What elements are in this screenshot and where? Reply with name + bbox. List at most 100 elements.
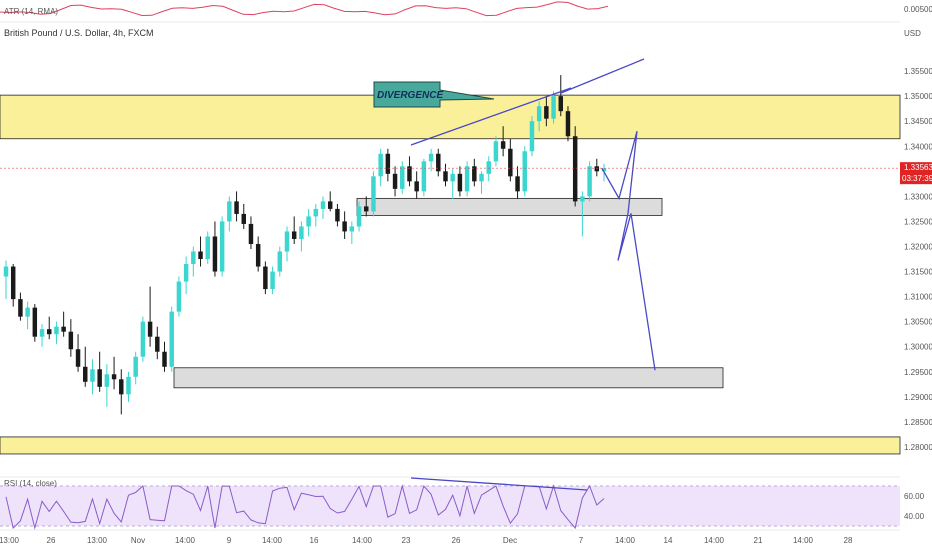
- candle-body: [472, 166, 477, 182]
- callout-shape: [373, 81, 495, 108]
- candle: [392, 166, 398, 197]
- time-tick: Dec: [503, 536, 517, 545]
- rsi-label: RSI (14, close): [4, 479, 57, 488]
- candle-body: [392, 173, 398, 189]
- candle: [140, 316, 146, 362]
- candle: [97, 351, 102, 392]
- candle: [414, 171, 419, 199]
- price-axis: USD 1.355001.350001.345001.340001.335001…: [904, 29, 932, 452]
- candle: [25, 301, 30, 330]
- candle-body: [536, 106, 542, 122]
- time-tick: 14:00: [793, 536, 814, 545]
- candle: [565, 106, 571, 142]
- candle: [191, 246, 196, 277]
- candle: [536, 101, 542, 132]
- candle-body: [18, 299, 23, 317]
- atr-label: ATR (14, RMA): [4, 7, 58, 16]
- candle-body: [450, 173, 455, 182]
- candle-body: [378, 153, 383, 177]
- candle-body: [291, 231, 297, 239]
- candle: [515, 166, 520, 199]
- candle-body: [464, 166, 470, 192]
- candle-body: [529, 121, 535, 152]
- rsi-band: [0, 486, 900, 526]
- rsi-level-40: 40.00: [904, 512, 925, 521]
- zones-layer: [0, 94, 901, 455]
- candle-body: [587, 166, 592, 197]
- candle: [349, 221, 355, 244]
- candle: [198, 236, 203, 267]
- divergence-callout: DIVERGENCE: [373, 81, 495, 108]
- candle: [75, 334, 81, 372]
- candle-body: [601, 168, 607, 172]
- candle-body: [572, 136, 578, 202]
- candle-body: [306, 216, 311, 227]
- price-tick: 1.32500: [904, 217, 932, 226]
- time-axis: 13:00 26 13:00 Nov 14:00 9 14:00 16 14:00 23 26 Dec…: [0, 536, 853, 545]
- candle-body: [162, 351, 167, 367]
- candle: [342, 211, 347, 239]
- candle: [371, 171, 376, 217]
- price-tick: 1.32000: [904, 242, 932, 251]
- price-tick: 1.34500: [904, 117, 932, 126]
- candle: [551, 91, 556, 124]
- candle: [443, 163, 448, 187]
- candle-body: [421, 161, 427, 192]
- candle: [558, 75, 564, 117]
- price-tick: 1.35000: [904, 92, 932, 101]
- candle: [212, 221, 218, 277]
- candle-body: [313, 208, 319, 217]
- candle: [436, 148, 441, 177]
- last-price-badge[interactable]: 1.33563 03:37:39: [900, 162, 932, 185]
- candle: [3, 260, 9, 300]
- rsi-level-60: 60.00: [904, 492, 925, 501]
- zone-support-mid: [356, 197, 663, 216]
- candle-body: [54, 326, 59, 335]
- candle-body: [191, 251, 196, 265]
- time-tick: 23: [402, 536, 411, 545]
- candle: [183, 256, 189, 295]
- rsi-panel: RSI (14, close) 60.00 40.00: [0, 476, 925, 530]
- candle-body: [263, 266, 268, 290]
- zone-support-low: [173, 367, 724, 389]
- candle-body: [234, 201, 239, 214]
- price-tick: 1.30000: [904, 343, 932, 352]
- candle: [284, 226, 290, 262]
- candle-body: [551, 96, 556, 119]
- candle: [39, 324, 45, 347]
- candle: [169, 306, 174, 372]
- candle: [291, 216, 297, 244]
- candle: [385, 148, 391, 182]
- candle-body: [327, 201, 333, 209]
- candle: [544, 96, 549, 127]
- price-tick: 1.29500: [904, 368, 932, 377]
- candle-body: [270, 271, 275, 290]
- candle: [234, 191, 239, 222]
- candle: [18, 292, 23, 321]
- divergence-line-2: [560, 58, 645, 94]
- candle-body: [371, 176, 376, 212]
- candle: [299, 221, 304, 252]
- candle: [176, 276, 182, 317]
- candle-body: [133, 356, 138, 377]
- candle-body: [183, 264, 189, 282]
- candle: [205, 231, 210, 265]
- candle-body: [25, 307, 30, 317]
- time-tick: 13:00: [87, 536, 108, 545]
- candle: [32, 304, 38, 342]
- candle: [327, 191, 333, 212]
- candle-body: [198, 251, 203, 260]
- candle-body: [428, 153, 434, 162]
- time-tick: 26: [47, 536, 56, 545]
- time-tick: 13:00: [0, 536, 20, 545]
- atr-value: 0.00500: [904, 5, 932, 14]
- rsi-divergence-line: [410, 477, 588, 491]
- candle: [241, 203, 246, 229]
- candle-body: [205, 236, 210, 260]
- candle-body: [558, 96, 564, 112]
- candle-body: [46, 329, 52, 335]
- candle-body: [32, 307, 38, 337]
- price-tick: 1.35500: [904, 67, 932, 76]
- candle: [522, 146, 527, 197]
- candle-body: [414, 181, 419, 192]
